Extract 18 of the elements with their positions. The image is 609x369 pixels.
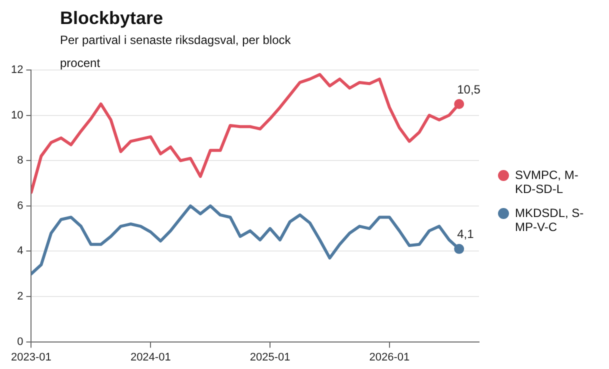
y-tick-label: 0 [17, 336, 24, 348]
x-tick-label: 2025-01 [250, 351, 290, 364]
y-tick-label: 2 [17, 290, 24, 303]
chart-title: Blockbytare [60, 8, 164, 29]
x-tick-label: 2024-01 [130, 351, 171, 364]
y-tick-label: 8 [17, 154, 24, 167]
y-tick-label: 12 [10, 64, 24, 76]
x-tick-label: 2026-01 [369, 351, 410, 364]
y-tick-label: 6 [17, 200, 24, 212]
y-tick-label: 4 [17, 245, 24, 258]
x-tick-label: 2023-01 [11, 351, 52, 364]
y-tick-label: 10 [10, 109, 24, 122]
data-label: 10,5 [457, 82, 481, 96]
data-label: 4,1 [457, 227, 474, 242]
legend-label: MKDSDL, S-MP-V-C [515, 206, 585, 234]
y-axis-title: procent [60, 56, 100, 70]
legend-label: SVMPC, M-KD-SD-L [515, 168, 580, 196]
chart-subtitle: Per partival i senaste riksdagsval, per block [60, 33, 291, 47]
